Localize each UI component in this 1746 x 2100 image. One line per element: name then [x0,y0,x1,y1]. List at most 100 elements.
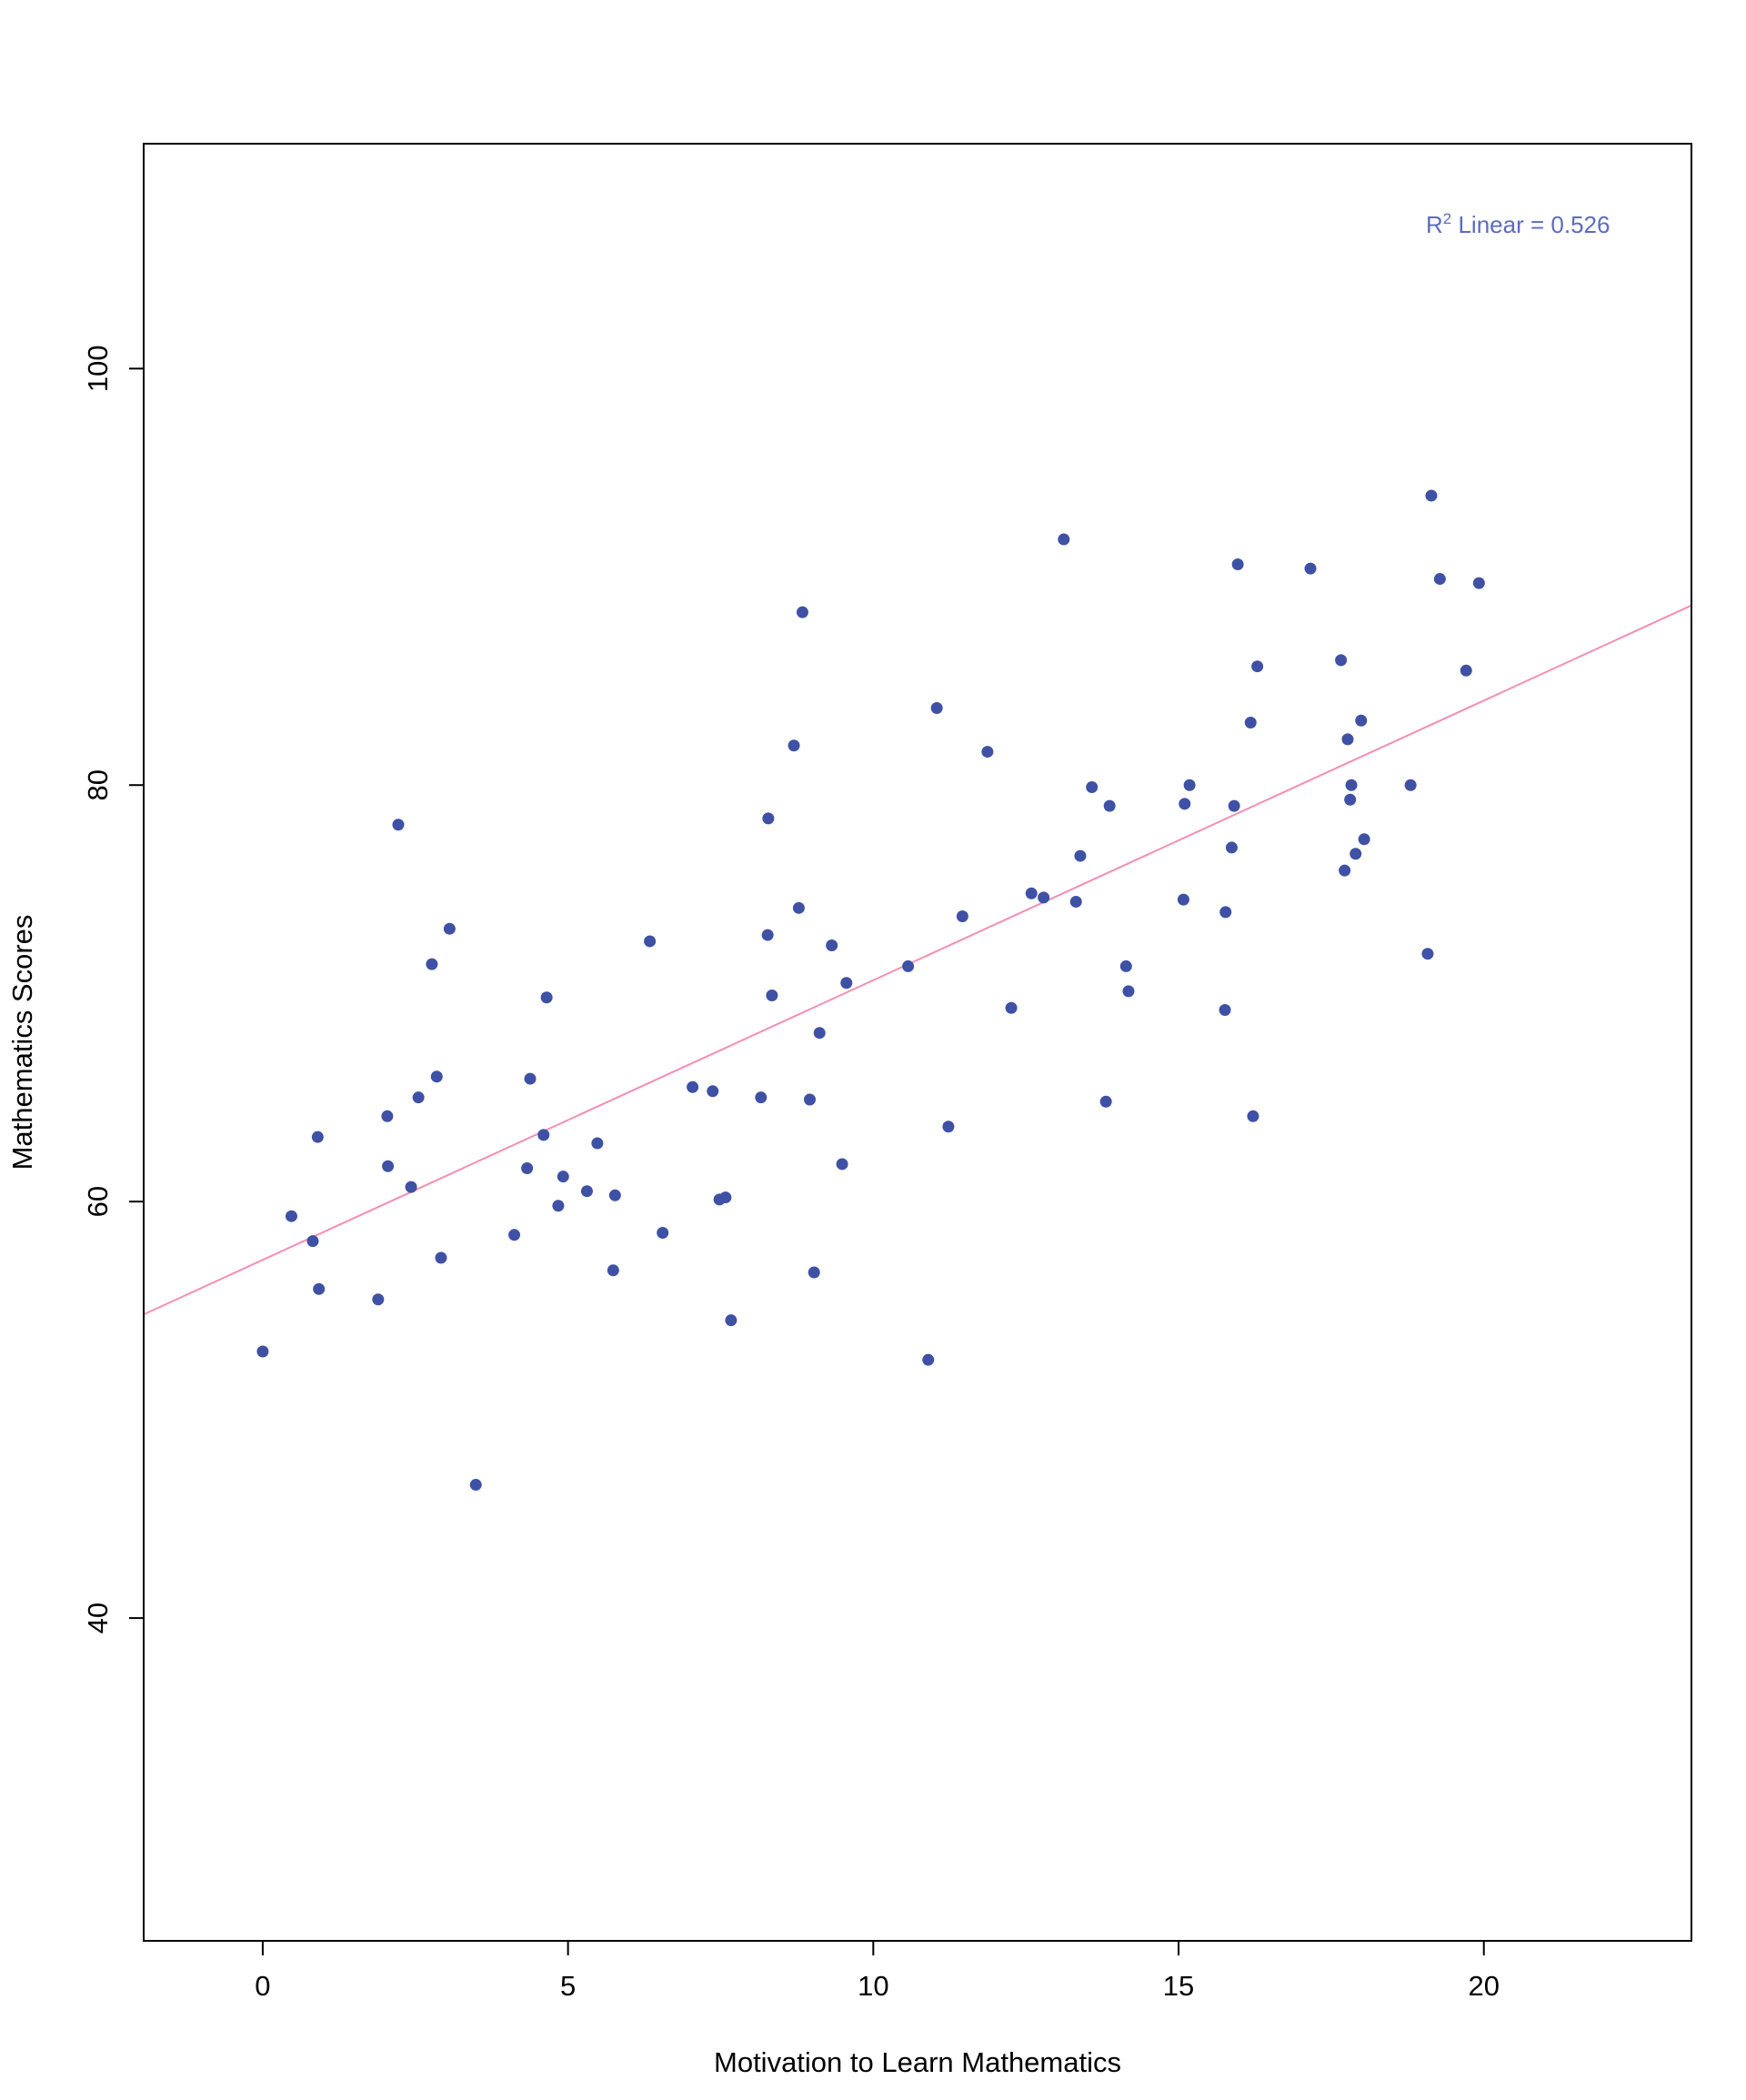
x-tick-label-10: 10 [858,1970,888,2002]
data-point-83 [1358,833,1370,846]
data-point-11 [426,958,438,970]
y-axis: 40 60 80 100 [82,345,145,1633]
x-axis: 0 5 10 15 20 [255,1940,1500,2002]
data-point-26 [608,1189,621,1201]
data-point-34 [755,1091,768,1104]
data-point-89 [1472,577,1485,589]
data-point-35 [761,929,774,941]
data-point-14 [443,922,456,935]
data-point-69 [1225,841,1238,854]
data-point-9 [405,1181,417,1193]
data-point-79 [1344,793,1357,806]
data-point-2 [306,1235,319,1248]
data-point-18 [524,1072,537,1085]
data-point-47 [902,960,915,972]
data-point-0 [256,1345,269,1358]
data-point-56 [1058,533,1070,546]
data-point-60 [1099,1095,1112,1108]
data-point-65 [1179,798,1191,810]
data-point-49 [930,702,943,715]
regression-line [143,604,1692,1316]
regression-line-layer [143,604,1692,1316]
data-point-21 [552,1200,565,1212]
data-point-78 [1341,733,1354,746]
data-point-1 [285,1210,297,1222]
x-tick-label-15: 15 [1163,1970,1194,2002]
y-axis-title: Mathematics Scores [6,915,38,1171]
data-point-75 [1304,562,1317,575]
data-point-30 [707,1085,719,1098]
data-point-70 [1228,799,1240,812]
data-point-48 [922,1353,935,1366]
data-point-3 [311,1130,324,1143]
data-point-67 [1219,1004,1231,1017]
data-point-54 [1025,887,1038,899]
data-point-52 [981,746,994,759]
data-point-6 [381,1110,394,1122]
data-point-59 [1086,781,1099,794]
x-tick-label-0: 0 [255,1970,270,2002]
y-tick-label-80: 80 [82,769,114,800]
data-point-62 [1119,960,1132,972]
data-point-24 [591,1137,604,1150]
r-squared-prefix: R [1426,211,1443,238]
data-point-33 [725,1314,738,1327]
data-point-84 [1404,779,1417,791]
data-point-88 [1460,664,1472,677]
data-point-63 [1122,985,1135,998]
data-point-4 [313,1282,326,1295]
data-point-72 [1244,717,1257,729]
data-point-44 [826,939,838,952]
data-point-40 [796,606,808,618]
data-point-68 [1219,906,1232,919]
r-squared-superscript: 2 [1443,210,1451,227]
data-point-43 [813,1027,826,1040]
data-point-42 [808,1266,820,1279]
data-point-58 [1074,849,1087,862]
data-point-38 [788,739,800,752]
data-point-46 [840,977,853,990]
data-point-80 [1345,779,1358,791]
y-tick-label-100: 100 [82,345,114,392]
data-point-13 [435,1251,447,1264]
data-point-41 [803,1093,816,1106]
data-point-22 [557,1171,569,1183]
data-point-39 [792,901,805,914]
data-point-64 [1177,893,1189,906]
data-point-7 [382,1160,395,1172]
data-point-81 [1350,848,1362,860]
r-squared-annotation: R2 Linear = 0.526 [1426,210,1610,238]
data-point-37 [766,989,778,1001]
data-point-87 [1433,573,1446,586]
r-squared-value: Linear = 0.526 [1451,211,1610,238]
data-point-32 [719,1191,732,1204]
data-point-8 [392,819,405,831]
data-point-61 [1103,799,1116,812]
data-point-76 [1335,654,1348,667]
data-point-50 [942,1120,955,1133]
data-point-85 [1421,948,1434,960]
data-point-20 [540,991,553,1004]
y-tick-label-60: 60 [82,1186,114,1217]
data-point-15 [469,1479,482,1492]
x-tick-label-5: 5 [560,1970,576,2002]
data-point-23 [580,1185,593,1198]
data-point-25 [607,1264,619,1277]
data-point-55 [1038,891,1050,904]
data-point-74 [1251,660,1264,673]
data-point-57 [1069,895,1082,908]
data-point-10 [412,1091,425,1104]
data-point-12 [430,1070,443,1083]
y-tick-label-40: 40 [82,1603,114,1633]
data-point-28 [657,1227,669,1240]
data-point-5 [372,1293,385,1306]
data-point-77 [1339,864,1351,877]
data-point-27 [644,935,657,948]
data-point-51 [956,909,968,922]
data-point-86 [1425,489,1438,502]
data-point-19 [537,1129,550,1141]
data-point-73 [1247,1110,1259,1122]
data-point-66 [1183,779,1196,791]
